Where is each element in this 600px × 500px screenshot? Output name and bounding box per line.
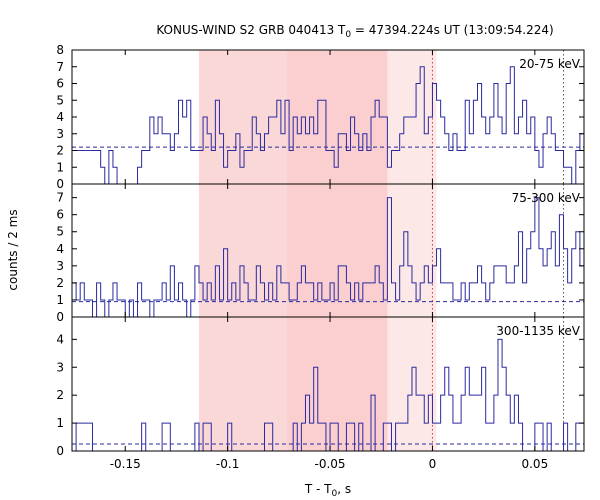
xlabel-main: T - T — [304, 482, 332, 496]
y-tick-label: 2 — [56, 144, 64, 158]
y-tick-label: 6 — [56, 77, 64, 91]
x-tick-label: -0.1 — [216, 457, 239, 471]
panels: 0 1 2 3 4 5 6 7 8 20-75 keV 0 1 2 3 4 5 6 7 75-300 keV 0 1 2 3… — [56, 43, 585, 458]
x-tick-label: -0.05 — [315, 457, 346, 471]
y-tick-label: 3 — [56, 127, 64, 141]
count-histogram — [72, 66, 585, 185]
y-tick-label: 1 — [56, 293, 64, 307]
y-tick-label: 0 — [56, 177, 64, 191]
y-tick-label: 4 — [56, 110, 64, 124]
y-axis-label: counts / 2 ms — [6, 209, 20, 290]
y-tick-label: 3 — [56, 360, 64, 374]
y-tick-label: 7 — [56, 191, 64, 205]
y-tick-label: 4 — [56, 242, 64, 256]
y-tick-label: 6 — [56, 208, 64, 222]
title-main: KONUS-WIND S2 GRB 040413 T — [156, 23, 346, 37]
xlabel-rest: , s — [337, 482, 351, 496]
shaded-interval-1 — [198, 50, 288, 451]
title-sub: 0 — [345, 30, 351, 40]
y-tick-label: 5 — [56, 225, 64, 239]
band-label: 20-75 keV — [519, 57, 581, 71]
y-tick-label: 2 — [56, 276, 64, 290]
xlabel-sub: 0 — [332, 489, 338, 499]
title-rest: = 47394.224s UT (13:09:54.224) — [351, 23, 554, 37]
chart-title: KONUS-WIND S2 GRB 040413 T0 = 47394.224s… — [156, 23, 553, 40]
y-tick-label: 1 — [56, 160, 64, 174]
panel-frame — [71, 316, 585, 452]
x-tick-label: 0.05 — [521, 457, 548, 471]
y-tick-label: 5 — [56, 93, 64, 107]
shaded-interval-2 — [287, 50, 388, 451]
y-tick-label: 2 — [56, 388, 64, 402]
count-histogram — [72, 197, 584, 318]
x-axis-label: T - T0, s — [304, 482, 351, 499]
y-tick-label: 7 — [56, 60, 64, 74]
y-tick-label: 3 — [56, 259, 64, 273]
x-tick-labels: -0.15 -0.1 -0.05 0 0.05 — [110, 457, 548, 471]
y-tick-label: 0 — [56, 310, 64, 324]
y-tick-label: 0 — [56, 444, 64, 458]
band-label: 75-300 keV — [512, 191, 581, 205]
x-tick-label: -0.15 — [110, 457, 141, 471]
panel-2: 0 1 2 3 4 300-1135 keV — [56, 316, 585, 458]
band-label: 300-1135 keV — [496, 324, 580, 338]
x-tick-label: 0 — [429, 457, 437, 471]
y-tick-label: 4 — [56, 332, 64, 346]
y-tick-label: 8 — [56, 43, 64, 57]
y-tick-label: 1 — [56, 416, 64, 430]
